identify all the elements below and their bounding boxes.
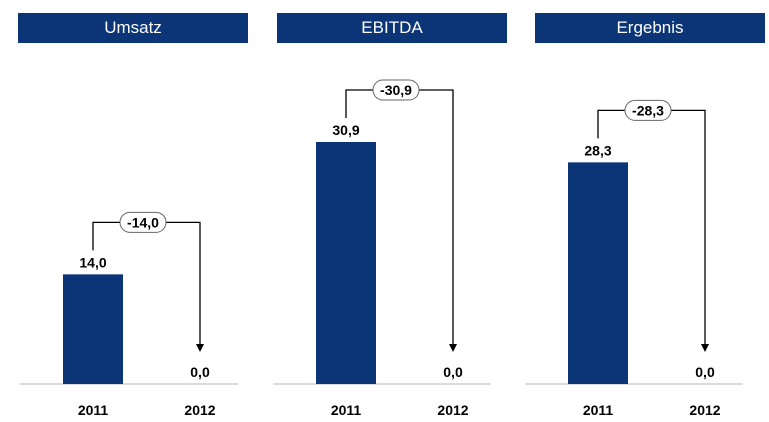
category-label-ebitda-2012: 2012 bbox=[437, 402, 468, 418]
panel-header-ergebnis: Ergebnis bbox=[535, 13, 765, 43]
panel-header-umsatz: Umsatz bbox=[18, 13, 248, 43]
category-label-ergebnis-2011: 2011 bbox=[583, 402, 614, 418]
panel-header-ebitda: EBITDA bbox=[277, 13, 507, 43]
value-label-umsatz-2011: 14,0 bbox=[79, 254, 106, 270]
bar-umsatz-2011 bbox=[63, 274, 123, 384]
bar-ebitda-2011 bbox=[316, 142, 376, 384]
category-label-umsatz-2011: 2011 bbox=[78, 402, 109, 418]
category-label-ergebnis-2012: 2012 bbox=[689, 402, 720, 418]
value-label-ergebnis-2012: 0,0 bbox=[695, 364, 715, 380]
value-label-ebitda-2011: 30,9 bbox=[332, 122, 359, 138]
difference-pill-umsatz bbox=[119, 211, 167, 233]
difference-pill-ebitda bbox=[372, 79, 420, 101]
category-label-umsatz-2012: 2012 bbox=[184, 402, 215, 418]
category-label-ebitda-2011: 2011 bbox=[331, 402, 362, 418]
difference-label-ebitda: -30,9 bbox=[380, 82, 412, 98]
difference-pill-ergebnis bbox=[624, 99, 672, 121]
difference-label-umsatz: -14,0 bbox=[127, 214, 159, 230]
bar-ergebnis-2011 bbox=[568, 162, 628, 384]
value-label-ebitda-2012: 0,0 bbox=[443, 364, 463, 380]
value-label-umsatz-2012: 0,0 bbox=[190, 364, 210, 380]
difference-label-ergebnis: -28,3 bbox=[632, 102, 664, 118]
value-label-ergebnis-2011: 28,3 bbox=[584, 142, 611, 158]
